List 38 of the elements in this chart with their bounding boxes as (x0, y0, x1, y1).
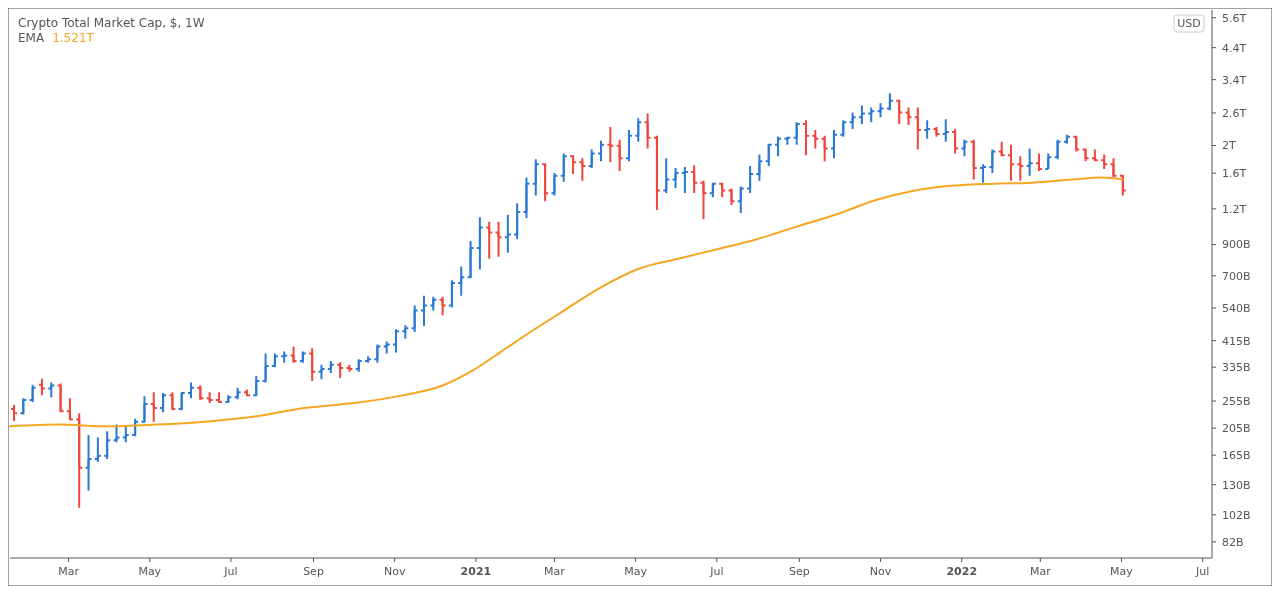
x-tick-label: Nov (869, 565, 892, 578)
y-axis-title: USD (1177, 17, 1201, 30)
y-tick-label: 2T (1222, 139, 1236, 153)
y-tick-label: 165B (1222, 448, 1251, 462)
text: Crypto Total Market Cap, $, 1W (18, 16, 205, 30)
x-tick-label: Jul (223, 565, 238, 578)
x-tick-label: Nov (383, 565, 406, 578)
y-tick-label: 335B (1222, 361, 1251, 375)
x-tick-label: Mar (1029, 565, 1052, 578)
x-tick-label: 2022 (946, 565, 978, 578)
x-tick-label: Jul (709, 565, 724, 578)
x-tick-label: Sep (788, 565, 810, 578)
x-tick-label: 2021 (460, 565, 492, 578)
y-tick-label: 2.6T (1222, 106, 1247, 120)
y-tick-label: 4.4T (1222, 41, 1247, 55)
y-tick-label: 1.2T (1222, 202, 1247, 216)
x-tick-label: May (1110, 565, 1134, 578)
x-tick-label: May (138, 565, 162, 578)
y-tick-label: 255B (1222, 394, 1251, 408)
text: EMA (18, 31, 45, 45)
x-tick-label: Sep (303, 565, 324, 578)
y-tick-label: 540B (1222, 301, 1251, 315)
line-series (9, 176, 1124, 428)
annotation: 1.521T (52, 31, 95, 45)
x-tick-label: Jul (1195, 565, 1210, 578)
y-tick-label: 900B (1222, 238, 1251, 252)
y-tick-label: 700B (1222, 269, 1251, 283)
x-tick-label: Mar (544, 565, 566, 578)
y-tick-label: 205B (1222, 422, 1251, 436)
y-tick-label: 82B (1222, 535, 1244, 549)
y-tick-label: 3.4T (1222, 73, 1247, 87)
y-tick-label: 415B (1222, 334, 1251, 348)
y-tick-label: 5.6T (1222, 11, 1247, 25)
y-tick-label: 102B (1222, 508, 1251, 522)
x-tick-label: Mar (58, 565, 80, 578)
x-tick-label: May (624, 565, 648, 578)
y-tick-label: 130B (1222, 478, 1251, 492)
y-tick-label: 1.6T (1222, 167, 1247, 181)
